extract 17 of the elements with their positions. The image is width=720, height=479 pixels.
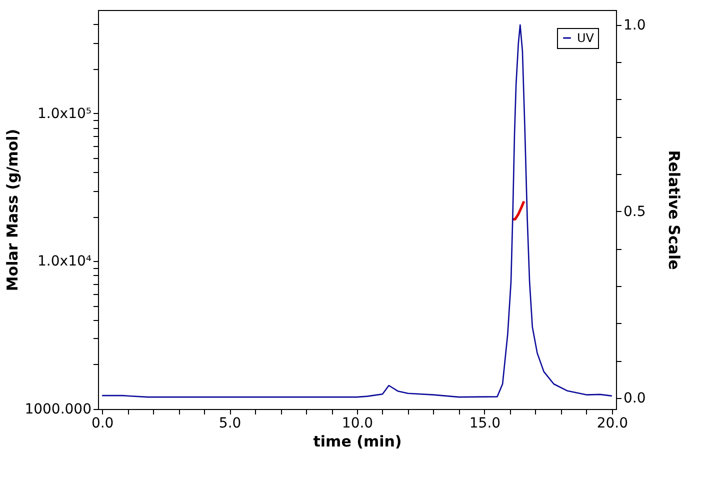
y-axis-title: Molar Mass (g/mol): [4, 128, 22, 292]
line-series: [510, 200, 526, 221]
y-tick-label: 1.0x10⁵: [38, 106, 92, 122]
legend-label: UV: [577, 31, 595, 45]
x-tick-label: 15.0: [469, 416, 501, 432]
x-tick-label: 0.0: [91, 416, 114, 432]
x-axis-title: time (min): [313, 432, 402, 450]
y2-tick-label: 0.0: [624, 390, 646, 406]
y2-tick-label: 0.5: [624, 204, 646, 220]
y-tick-label: 1.0x10⁴: [38, 254, 92, 270]
y2-tick-label: 1.0: [624, 17, 646, 34]
line-series: [101, 24, 613, 398]
x-tick-label: 10.0: [342, 416, 374, 432]
y2-axis-title: Relative Scale: [664, 150, 683, 270]
y-tick-label: 1000.000: [24, 402, 92, 418]
x-tick-label: 5.0: [218, 416, 242, 432]
x-tick-label: 20.0: [596, 416, 628, 432]
